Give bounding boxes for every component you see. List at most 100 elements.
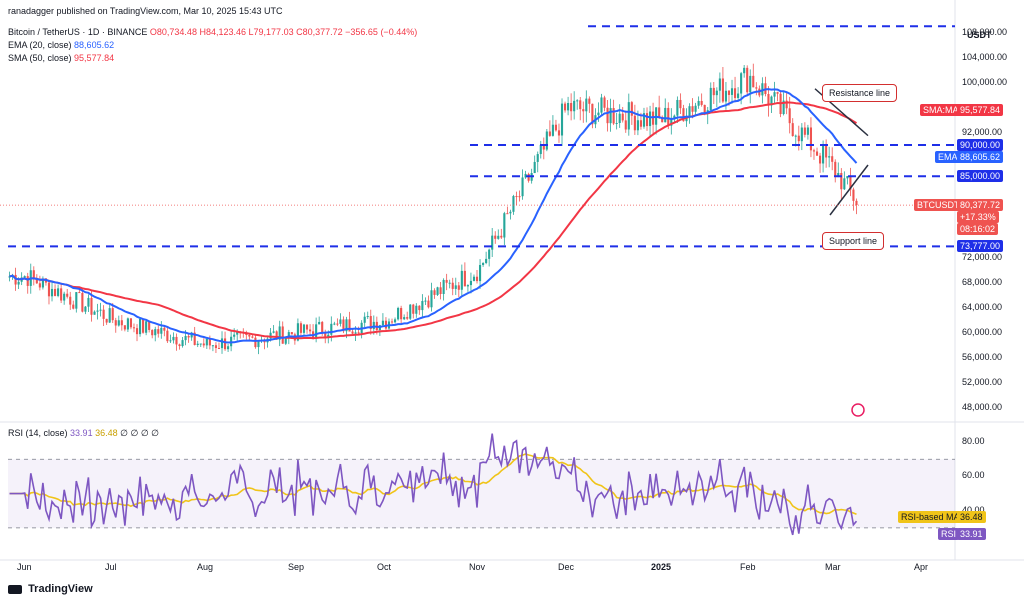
candle-body xyxy=(524,173,527,178)
candle-body xyxy=(269,332,272,339)
sma-price-tag[interactable]: 95,577.84 xyxy=(957,104,1004,117)
rsi-tag-name[interactable]: RSI xyxy=(938,528,960,541)
candle-body xyxy=(281,326,284,344)
candle-body xyxy=(217,347,221,349)
candle-body xyxy=(567,103,570,111)
candle-body xyxy=(84,306,87,312)
btc-timer-tag[interactable]: 08:16:02 xyxy=(957,223,999,236)
rsi-tick-label: 60.00 xyxy=(962,470,985,481)
candle-body xyxy=(354,332,357,334)
candle-body xyxy=(822,145,825,164)
candle-body xyxy=(767,94,770,106)
price-tick-label: 64,000.00 xyxy=(962,301,1003,312)
candle-body xyxy=(166,330,169,342)
ema-legend[interactable]: EMA (20, close) 88,605.62 xyxy=(8,40,114,50)
candle-body xyxy=(454,285,457,289)
ema-legend-label: EMA (20, close) xyxy=(8,40,72,50)
candle-body xyxy=(400,307,403,320)
sma-tag-name[interactable]: SMA:MA xyxy=(920,104,962,117)
ema-price-tag[interactable]: 88,605.62 xyxy=(957,150,1004,163)
candle-body xyxy=(154,329,157,336)
candle-body xyxy=(123,325,126,330)
candle-body xyxy=(609,108,612,124)
candle-body xyxy=(63,293,66,301)
rsi-legend[interactable]: RSI (14, close) 33.91 36.48 ∅ ∅ ∅ ∅ xyxy=(8,428,159,439)
candle-body xyxy=(111,308,114,321)
candle-body xyxy=(190,332,193,338)
candle-body xyxy=(621,113,624,121)
candle-body xyxy=(363,316,366,323)
candle-body xyxy=(381,320,384,326)
rsi-ma-tag-name[interactable]: RSI-based MA xyxy=(898,510,963,523)
candle-body xyxy=(673,115,676,120)
candle-body xyxy=(667,107,670,126)
candle-body xyxy=(843,178,846,190)
btc-change-tag[interactable]: +17.33% xyxy=(957,211,999,224)
candle-body xyxy=(196,343,199,345)
candle-body xyxy=(554,124,558,131)
candle-body xyxy=(393,319,397,323)
btc-price-tag[interactable]: 80,377.72 xyxy=(957,199,1004,212)
candle-body xyxy=(475,276,479,282)
candle-body xyxy=(403,317,406,320)
candle-body xyxy=(248,334,251,337)
candle-body xyxy=(460,270,463,290)
level-price-tag[interactable]: 85,000.00 xyxy=(957,170,1004,183)
candle-body xyxy=(26,276,29,286)
sma-legend[interactable]: SMA (50, close) 95,577.84 xyxy=(8,53,114,63)
candle-body xyxy=(272,331,275,333)
rsi-band xyxy=(8,459,955,528)
candle-body xyxy=(390,321,394,323)
candle-body xyxy=(187,335,190,338)
rsi-ma-tag[interactable]: 36.48 xyxy=(957,510,986,523)
tradingview-logo-icon xyxy=(8,584,22,594)
ema-tag-name[interactable]: EMA xyxy=(935,150,961,163)
candle-body xyxy=(533,161,536,174)
level-price-tag[interactable]: 90,000.00 xyxy=(957,139,1004,151)
candle-body xyxy=(606,107,609,124)
candle-body xyxy=(433,290,436,295)
candle-body xyxy=(181,340,184,347)
candle-body xyxy=(336,323,339,325)
currency-label[interactable]: USDT xyxy=(967,30,992,40)
rsi-value-tag[interactable]: 33.91 xyxy=(957,528,986,541)
candle-body xyxy=(749,75,752,93)
candle-body xyxy=(96,310,99,312)
candle-body xyxy=(485,258,488,264)
resistance-line-callout: Resistance line xyxy=(822,84,898,102)
candle-body xyxy=(497,235,500,239)
candle-body xyxy=(53,288,57,296)
level-price-tag[interactable]: 73,777.00 xyxy=(957,240,1004,253)
candle-body xyxy=(582,109,585,112)
tradingview-brand[interactable]: TradingView xyxy=(8,583,93,595)
candle-body xyxy=(151,329,154,336)
candle-body xyxy=(35,277,38,284)
candle-body xyxy=(746,67,749,93)
price-tick-label: 108,000.00 xyxy=(962,26,1008,37)
candle-body xyxy=(500,235,503,238)
symbol-line: Bitcoin / TetherUS · 1D · BINANCE O80,73… xyxy=(8,27,417,37)
candle-body xyxy=(737,93,740,98)
candle-body xyxy=(597,112,600,116)
candle-body xyxy=(397,307,400,320)
candle-body xyxy=(466,285,469,287)
rsi-ma-line xyxy=(9,453,857,515)
time-tick-label: Feb xyxy=(740,562,756,572)
time-tick-label: Sep xyxy=(288,562,305,572)
candle-body xyxy=(72,304,75,309)
candle-body xyxy=(87,297,90,307)
candle-body xyxy=(727,90,731,95)
candle-body xyxy=(78,292,81,294)
btc-tag-name[interactable]: BTCUSDT xyxy=(914,199,963,212)
candle-body xyxy=(682,108,685,122)
candle-body xyxy=(99,309,102,311)
candle-body xyxy=(709,87,712,111)
candle-body xyxy=(536,154,539,162)
price-tick-label: 104,000.00 xyxy=(962,51,1008,62)
candle-body xyxy=(287,332,290,337)
candle-body xyxy=(236,332,239,335)
candle-body xyxy=(457,285,460,290)
candle-body xyxy=(712,87,715,96)
candle-body xyxy=(472,276,476,281)
